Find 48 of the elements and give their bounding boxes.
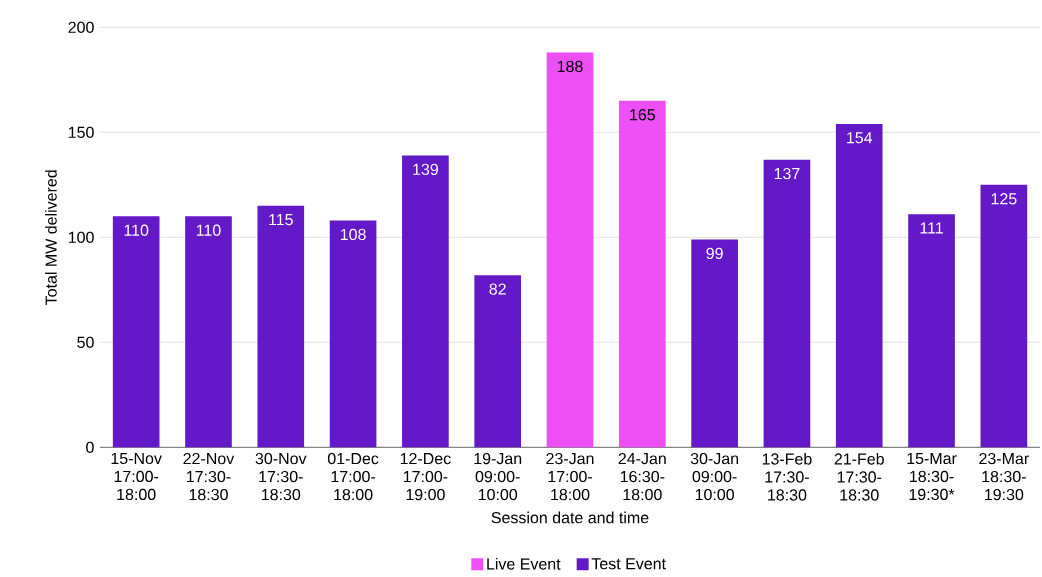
data-label: 165 xyxy=(630,108,655,121)
data-label: 188 xyxy=(557,60,583,72)
x-tick-label: 01-Dec 17:00-18:00 xyxy=(327,452,379,501)
data-label: 82 xyxy=(489,283,506,295)
y-tick-label: 200 xyxy=(68,21,94,33)
bar xyxy=(546,52,594,448)
bar xyxy=(835,123,883,448)
bar xyxy=(402,155,449,448)
bar xyxy=(908,214,955,448)
y-tick-label: 0 xyxy=(86,441,94,453)
data-label: 115 xyxy=(269,213,293,226)
data-label: 139 xyxy=(413,163,438,175)
y-tick-label: 100 xyxy=(68,231,94,243)
x-tick-label: 12-Dec 17:00-19:00 xyxy=(400,452,451,501)
data-label: 110 xyxy=(196,224,221,236)
x-tick-label: 15-Nov 17:00-18:00 xyxy=(111,452,162,500)
x-tick-label: 24-Jan 16:30-18:00 xyxy=(618,452,666,501)
x-axis-title: Session date and time xyxy=(491,511,649,524)
bar xyxy=(474,275,522,448)
bar xyxy=(618,100,666,448)
x-tick-label: 21-Feb 17:30-18:30 xyxy=(834,452,884,501)
x-tick-label: 30-Jan 09:00-10:00 xyxy=(690,452,739,501)
bar xyxy=(691,239,738,448)
data-label: 154 xyxy=(847,132,873,144)
bar xyxy=(257,205,305,448)
data-label: 99 xyxy=(706,247,723,259)
data-label: 125 xyxy=(991,192,1017,205)
x-tick-label: 19-Jan 09:00-10:00 xyxy=(474,452,522,501)
x-tick-label: 30-Nov 17:30-18:30 xyxy=(255,452,307,501)
x-tick-label: 13-Feb 17:30-18:30 xyxy=(762,452,812,501)
x-tick-label: 15-Mar 18:30-19:30* xyxy=(907,452,957,500)
x-tick-label: 23-Jan 17:00-18:00 xyxy=(546,452,594,501)
bar xyxy=(763,159,811,448)
data-label: 137 xyxy=(774,167,800,180)
y-tick-label: 50 xyxy=(77,336,94,348)
bar xyxy=(980,184,1028,448)
y-axis-title: Total MW delivered xyxy=(45,170,57,305)
data-label: 108 xyxy=(340,228,366,240)
bar xyxy=(112,216,160,448)
data-label: 111 xyxy=(920,222,943,234)
bar xyxy=(185,216,232,448)
y-tick-label: 150 xyxy=(68,126,94,138)
data-label: 110 xyxy=(124,224,149,236)
legend-label: Live Event xyxy=(487,557,561,570)
bar xyxy=(329,220,377,448)
x-tick-label: 22-Nov 17:30-18:30 xyxy=(183,452,235,501)
x-tick-label: 23-Mar 18:30-19:30 xyxy=(979,452,1029,501)
legend-label: Test Event xyxy=(591,558,666,570)
